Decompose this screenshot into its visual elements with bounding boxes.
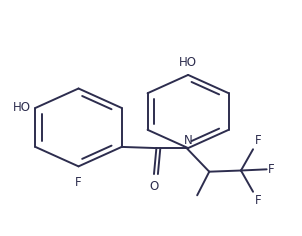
- Text: HO: HO: [179, 56, 197, 69]
- Text: F: F: [75, 176, 82, 189]
- Text: N: N: [184, 134, 192, 147]
- Text: F: F: [268, 163, 275, 176]
- Text: F: F: [255, 194, 261, 207]
- Text: F: F: [255, 134, 261, 147]
- Text: O: O: [149, 180, 159, 193]
- Text: HO: HO: [13, 101, 31, 114]
